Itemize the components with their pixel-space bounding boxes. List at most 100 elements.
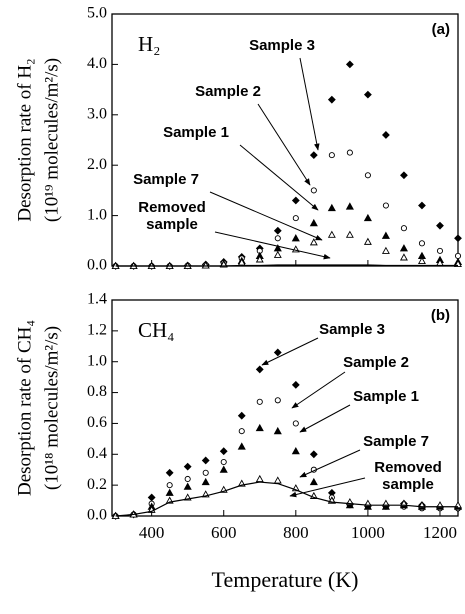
x-tick-label: 1200 (423, 523, 457, 542)
annotation-arrow (289, 477, 366, 498)
marker (345, 230, 354, 238)
y-axis-label: (10¹⁸ molecules/m²/s) (41, 326, 62, 490)
marker (309, 238, 318, 246)
y-tick-label: 0.6 (87, 414, 107, 431)
marker (219, 447, 228, 456)
marker (273, 226, 282, 235)
marker (273, 426, 282, 435)
annotation-arrow (261, 337, 319, 366)
marker (201, 456, 210, 465)
marker (291, 234, 300, 242)
marker (255, 255, 264, 263)
marker (436, 247, 444, 254)
marker (184, 475, 191, 483)
marker (309, 477, 318, 486)
marker (418, 201, 426, 210)
marker (274, 397, 281, 404)
marker (345, 202, 354, 210)
marker (201, 477, 210, 486)
marker (328, 152, 335, 159)
marker (201, 261, 210, 269)
marker (363, 237, 372, 245)
panel-label: (a) (432, 21, 450, 38)
y-tick-label: 0.0 (87, 257, 107, 274)
x-tick-label: 800 (283, 523, 309, 542)
marker (363, 90, 372, 99)
marker (273, 348, 282, 357)
marker (183, 462, 192, 471)
y-tick-label: 3.0 (87, 105, 107, 122)
y-tick-label: 5.0 (87, 5, 107, 22)
marker (273, 250, 282, 258)
series-label: Sample 1 (353, 388, 419, 405)
marker (255, 423, 264, 432)
marker (237, 442, 246, 450)
marker (166, 482, 173, 489)
series-label: Sample 7 (363, 433, 429, 450)
species-label: CH₄ (138, 318, 175, 342)
marker (238, 428, 245, 435)
series-label: Sample 7 (133, 171, 199, 188)
marker (399, 244, 408, 252)
y-tick-label: 0.4 (87, 445, 107, 462)
marker (219, 465, 228, 473)
annotation-arrow (257, 103, 311, 186)
marker (382, 202, 389, 209)
x-tick-label: 1000 (351, 523, 385, 542)
species-label: H₂ (138, 32, 161, 56)
marker (292, 215, 299, 222)
annotation-arrow (299, 57, 320, 151)
marker (256, 398, 263, 405)
x-axis-label: Temperature (K) (212, 567, 359, 592)
marker (220, 458, 227, 466)
annotation-arrow (299, 404, 351, 433)
marker (255, 365, 264, 374)
annotation-arrow (239, 144, 319, 211)
annotation-arrow (214, 231, 331, 260)
series-line (115, 264, 458, 267)
y-tick-label: 1.0 (87, 206, 107, 223)
y-tick-label: 1.4 (87, 291, 107, 308)
series-label: Sample 2 (343, 354, 409, 371)
x-tick-label: 400 (139, 523, 165, 542)
marker (202, 469, 209, 476)
marker (454, 234, 462, 243)
series-line (115, 481, 458, 517)
marker (381, 246, 390, 254)
panel-label: (b) (431, 307, 450, 324)
plot-frame (111, 13, 459, 267)
x-tick-label: 600 (211, 523, 237, 542)
y-axis-label: (10¹⁹ molecules/m²/s) (41, 58, 62, 222)
y-tick-label: 0.2 (87, 476, 107, 493)
marker (309, 218, 318, 227)
marker (327, 203, 336, 212)
y-tick-label: 4.0 (87, 55, 107, 72)
series-label: Sample 2 (195, 83, 261, 100)
marker (291, 380, 300, 389)
marker (237, 411, 246, 420)
marker (436, 221, 444, 230)
marker (147, 493, 156, 502)
marker (363, 213, 372, 222)
marker (346, 149, 353, 156)
marker (327, 230, 336, 238)
marker (273, 476, 282, 484)
plot-frame (111, 299, 459, 517)
marker (309, 151, 318, 160)
marker (165, 488, 174, 496)
series-label: Sample 3 (249, 37, 315, 54)
series-label: Sample 1 (163, 124, 229, 141)
marker (274, 235, 281, 242)
marker (399, 253, 408, 261)
marker (310, 187, 317, 194)
marker (417, 256, 426, 264)
y-axis-label: Desorption rate of CH₄ (14, 320, 35, 496)
y-tick-label: 2.0 (87, 156, 107, 173)
marker (291, 196, 300, 205)
series-label: Sample 3 (319, 321, 385, 338)
marker (400, 225, 407, 232)
annotation-arrow (299, 449, 361, 478)
y-tick-label: 0.0 (87, 507, 107, 524)
y-axis-label: Desorption rate of H₂ (14, 58, 35, 221)
